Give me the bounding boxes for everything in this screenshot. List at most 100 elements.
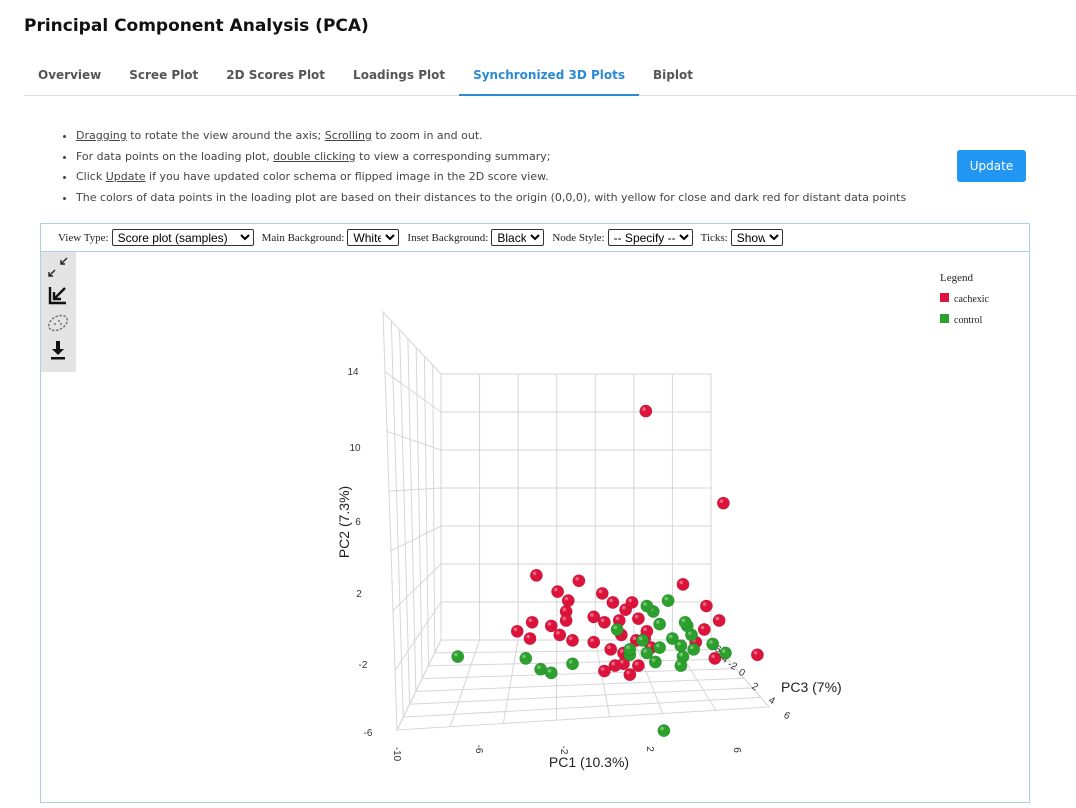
double-clicking-link[interactable]: double clicking [273,150,356,163]
point-cachexic[interactable] [566,634,578,646]
point-highlight [660,727,664,731]
point-cachexic[interactable] [526,616,538,628]
node-style-select[interactable]: -- Specify -- [608,229,693,246]
point-cachexic[interactable] [596,587,608,599]
point-cachexic[interactable] [524,632,536,644]
tab-overview[interactable]: Overview [24,56,115,96]
instruction-item: Dragging to rotate the view around the a… [76,126,906,147]
point-control[interactable] [566,658,578,670]
point-control[interactable] [641,600,653,612]
point-control[interactable] [611,623,623,635]
legend-label-cachexic: cachexic [954,294,990,305]
lasso-icon[interactable] [45,310,71,336]
point-highlight [669,635,673,639]
point-control[interactable] [687,643,699,655]
point-cachexic[interactable] [562,594,574,606]
point-highlight [628,599,632,603]
point-highlight [590,638,594,642]
plot-toolbox [41,252,76,372]
tab-bar: Overview Scree Plot 2D Scores Plot Loadi… [24,56,1076,96]
point-control[interactable] [520,652,532,664]
point-cachexic[interactable] [551,585,563,597]
y-tick-label: -2 [359,660,368,671]
point-control[interactable] [679,616,691,628]
point-control[interactable] [675,640,687,652]
point-highlight [620,649,624,653]
point-highlight [533,572,537,576]
point-cachexic[interactable] [626,596,638,608]
point-cachexic[interactable] [700,600,712,612]
scrolling-link[interactable]: Scrolling [325,129,372,142]
fullscreen-icon[interactable] [45,254,71,280]
point-cachexic[interactable] [598,616,610,628]
point-cachexic[interactable] [751,649,763,661]
point-cachexic[interactable] [607,596,619,608]
point-cachexic[interactable] [632,612,644,624]
download-icon[interactable] [45,338,71,364]
point-highlight [454,653,458,657]
point-cachexic[interactable] [713,614,725,626]
point-control[interactable] [662,594,674,606]
view-type-select[interactable]: Score plot (samples) [112,229,254,246]
update-link[interactable]: Update [106,170,146,183]
update-button[interactable]: Update [957,150,1026,182]
legend-swatch-cachexic [940,293,949,302]
tab-scree-plot[interactable]: Scree Plot [115,56,212,96]
point-control[interactable] [636,634,648,646]
ticks-select[interactable]: Show [731,229,783,246]
reset-view-icon[interactable] [45,282,71,308]
point-control[interactable] [707,638,719,650]
point-highlight [701,626,705,630]
point-control[interactable] [624,643,636,655]
point-cachexic[interactable] [717,497,729,509]
point-control[interactable] [545,667,557,679]
point-cachexic[interactable] [554,629,566,641]
x-tick-label: -6 [473,745,484,754]
grid-line [416,678,744,691]
point-highlight [682,618,686,622]
point-highlight [616,617,620,621]
point-cachexic[interactable] [698,623,710,635]
point-cachexic[interactable] [598,665,610,677]
point-control[interactable] [649,656,661,668]
point-highlight [639,637,643,641]
inset-background-select[interactable]: Black [491,229,544,246]
point-cachexic[interactable] [560,614,572,626]
point-cachexic[interactable] [632,659,644,671]
point-control[interactable] [653,641,665,653]
main-background-label: Main Background: [262,232,345,244]
point-highlight [554,588,558,592]
point-highlight [607,646,611,650]
instruction-text: to view a corresponding summary; [356,150,551,163]
point-cachexic[interactable] [588,636,600,648]
point-highlight [642,407,646,411]
main-background-select[interactable]: White [347,229,399,246]
point-control[interactable] [658,724,670,736]
point-cachexic[interactable] [640,405,652,417]
tab-biplot[interactable]: Biplot [639,56,707,96]
point-cachexic[interactable] [511,625,523,637]
y-axis-label: PC2 (7.3%) [336,486,352,558]
tab-synchronized-3d-plots[interactable]: Synchronized 3D Plots [459,56,639,96]
dragging-link[interactable]: Dragging [76,129,127,142]
data-points [452,405,764,737]
point-highlight [601,667,605,671]
plot-controls: View Type: Score plot (samples) Main Bac… [41,224,1029,252]
point-highlight [643,649,647,653]
point-highlight [611,662,615,666]
point-highlight [565,597,569,601]
point-cachexic[interactable] [573,575,585,587]
point-control[interactable] [653,618,665,630]
y-tick-label: -6 [364,728,373,739]
point-cachexic[interactable] [530,569,542,581]
inset-background-control: Inset Background: Black [407,229,544,246]
point-cachexic[interactable] [677,578,689,590]
tab-2d-scores-plot[interactable]: 2D Scores Plot [212,56,339,96]
tab-loadings-plot[interactable]: Loadings Plot [339,56,459,96]
point-control[interactable] [677,650,689,662]
point-highlight [656,644,660,648]
point-control[interactable] [719,647,731,659]
point-cachexic[interactable] [605,643,617,655]
point-control[interactable] [452,650,464,662]
